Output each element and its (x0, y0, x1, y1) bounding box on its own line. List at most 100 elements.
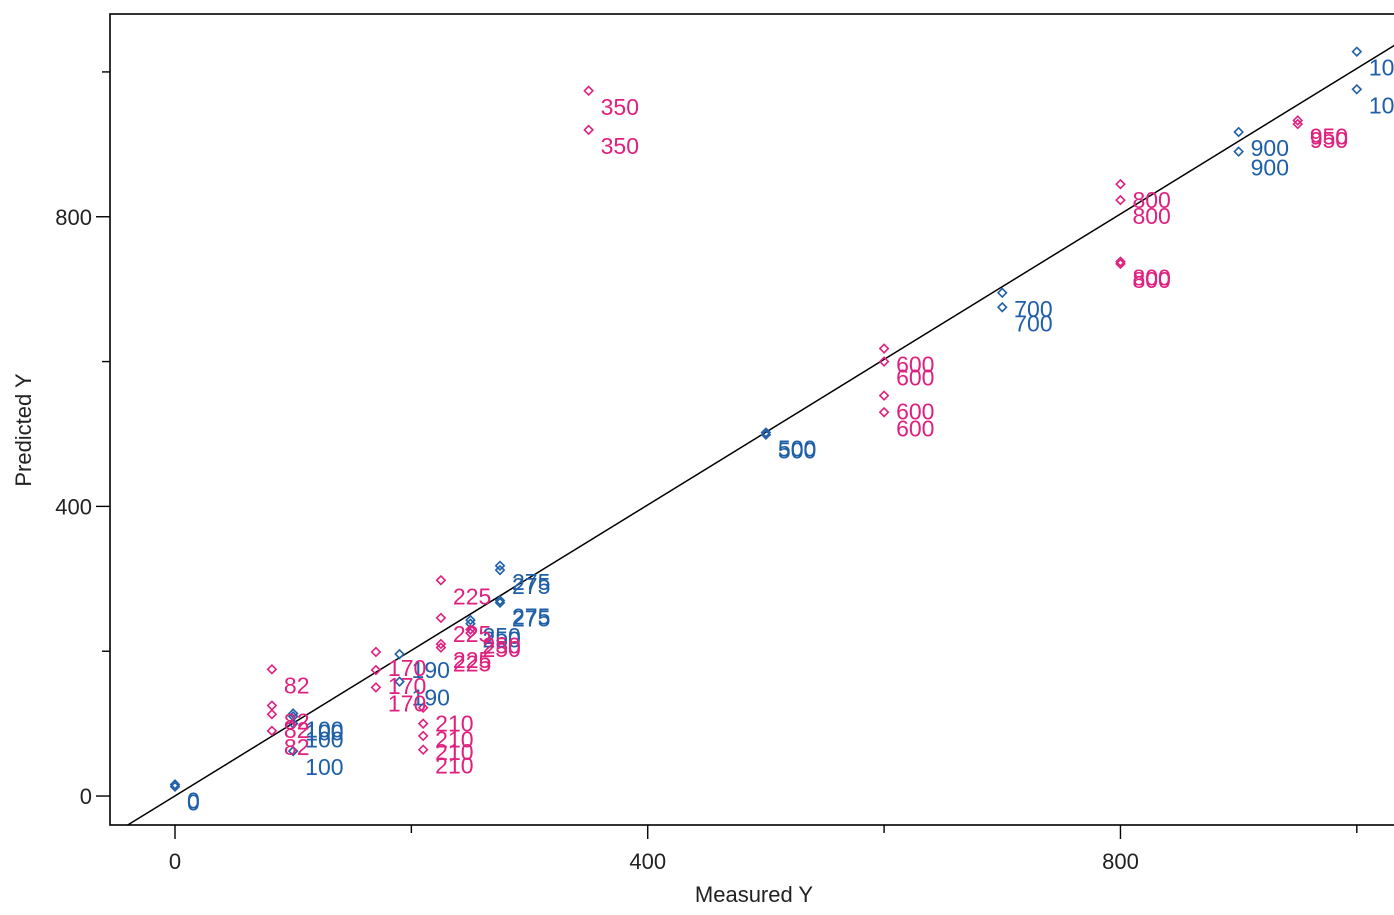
x-tick-label: 0 (169, 849, 181, 874)
data-point-label: 900 (1251, 155, 1289, 181)
point-labels: 0010010010010019019025025027527527527550… (187, 55, 1394, 816)
data-point-marker (1233, 146, 1244, 157)
data-point-label: 225 (453, 647, 491, 673)
data-point-marker (760, 427, 772, 438)
data-point-label: 82 (284, 709, 310, 735)
x-tick-label: 800 (1102, 849, 1139, 874)
data-point-marker (435, 638, 447, 650)
data-point-marker (287, 711, 299, 722)
data-point-label: 600 (896, 415, 934, 441)
data-point-marker (417, 730, 429, 742)
data-point-label: 225 (453, 583, 491, 609)
data-point-marker (996, 287, 1008, 299)
data-point-marker (583, 85, 594, 97)
data-point-marker (878, 356, 890, 367)
y-axis-title: Predicted Y (11, 373, 36, 487)
data-point-label: 100 (305, 716, 343, 742)
data-point-label: 700 (1014, 296, 1052, 322)
data-point-marker (760, 429, 772, 441)
x-tick-label: 400 (629, 849, 666, 874)
data-point-marker (417, 718, 429, 729)
data-point-label: 100 (305, 754, 343, 780)
data-point-marker (266, 725, 278, 737)
data-point-marker (465, 624, 476, 635)
data-point-marker (394, 676, 405, 687)
data-point-label: 600 (896, 399, 934, 425)
data-point-label: 275 (512, 569, 550, 595)
data-point-label: 250 (482, 632, 520, 658)
data-point-label: 800 (1132, 203, 1170, 229)
data-point-marker (1115, 178, 1126, 190)
data-point-label: 275 (512, 573, 550, 599)
data-point-marker (287, 708, 299, 719)
data-point-label: 900 (1251, 135, 1289, 161)
data-point-label: 100 (305, 719, 343, 745)
data-point-marker (878, 406, 890, 418)
data-point-label: 600 (896, 352, 934, 378)
data-point-marker (266, 663, 278, 675)
data-point-marker (169, 781, 181, 792)
data-point-marker (1115, 258, 1126, 270)
y-tick-label: 800 (55, 205, 92, 230)
data-point-label: 350 (601, 133, 639, 159)
data-point-label: 600 (896, 365, 934, 391)
data-point-marker (878, 343, 890, 354)
data-point-label: 210 (435, 727, 473, 753)
data-point-marker (494, 595, 506, 606)
data-point-label: 275 (512, 604, 550, 630)
data-point-label: 82 (284, 717, 310, 743)
data-point-label: 950 (1310, 127, 1348, 153)
data-point-marker (494, 597, 506, 609)
data-point-label: 0 (187, 787, 200, 813)
data-point-marker (435, 612, 447, 624)
data-point-label: 225 (453, 621, 491, 647)
data-point-label: 225 (453, 651, 491, 677)
data-point-marker (878, 390, 890, 401)
data-point-label: 190 (412, 685, 450, 711)
data-point-label: 800 (1132, 265, 1170, 291)
data-point-label: 210 (435, 753, 473, 779)
data-point-marker (370, 664, 382, 676)
data-point-label: 170 (388, 690, 426, 716)
data-point-label: 82 (284, 734, 310, 760)
data-point-marker (1292, 115, 1304, 126)
data-point-marker (465, 627, 476, 639)
data-point-label: 250 (482, 627, 520, 653)
plot-frame (109, 13, 1394, 826)
data-point-marker (494, 564, 506, 576)
data-point-label: 100 (305, 727, 343, 753)
data-point-label: 0 (187, 790, 200, 816)
data-point-marker (1115, 256, 1126, 267)
data-point-label: 190 (412, 657, 450, 683)
data-point-label: 350 (601, 94, 639, 120)
data-point-label: 170 (388, 655, 426, 681)
data-point-marker (394, 648, 405, 660)
data-point-label: 275 (512, 606, 550, 632)
data-point-label: 1000 (1369, 55, 1394, 81)
y-tick-label: 0 (80, 784, 92, 809)
x-axis-title: Measured Y (695, 882, 814, 907)
data-point-label: 800 (1132, 187, 1170, 213)
data-point-label: 1000 (1369, 92, 1394, 118)
data-point-marker (417, 702, 429, 714)
data-points (169, 46, 1363, 792)
y-tick-label: 400 (55, 494, 92, 519)
data-point-marker (1115, 194, 1126, 206)
data-point-marker (1351, 83, 1363, 95)
data-point-label: 210 (435, 739, 473, 765)
data-point-marker (435, 642, 447, 653)
data-point-marker (583, 124, 594, 136)
data-point-marker (494, 560, 506, 572)
data-point-marker (417, 744, 429, 756)
data-point-label: 700 (1014, 310, 1052, 336)
data-point-marker (1233, 126, 1244, 138)
data-point-label: 170 (388, 673, 426, 699)
data-point-label: 500 (778, 438, 816, 464)
data-point-marker (370, 682, 382, 693)
data-point-label: 800 (1132, 267, 1170, 293)
data-point-marker (996, 301, 1008, 313)
data-point-label: 950 (1310, 123, 1348, 149)
axis-ticks: 0 400 800 0 400 800 (55, 71, 1358, 874)
data-point-label: 250 (482, 636, 520, 662)
data-point-marker (370, 646, 382, 658)
